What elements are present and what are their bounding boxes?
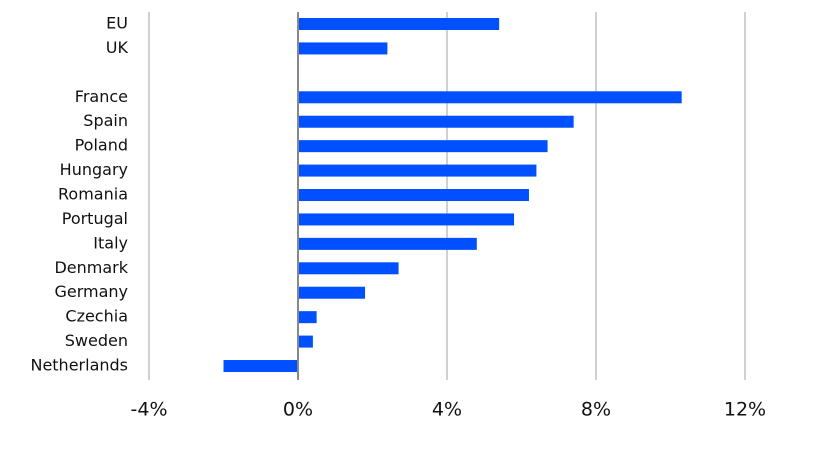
bar — [298, 286, 366, 299]
y-tick-label: Sweden — [65, 331, 128, 350]
bar — [298, 311, 317, 324]
x-tick-label: -4% — [131, 399, 168, 421]
y-tick-label: Italy — [93, 233, 128, 252]
bar — [298, 189, 529, 202]
x-tick-label: 12% — [724, 399, 766, 421]
bar — [298, 237, 477, 250]
bar — [298, 42, 388, 55]
y-tick-label: Netherlands — [30, 356, 128, 375]
bar — [298, 115, 574, 128]
y-tick-label: Poland — [75, 136, 128, 155]
x-tick-label: 4% — [432, 399, 462, 421]
y-tick-label: Czechia — [65, 307, 128, 326]
y-tick-label: Hungary — [60, 160, 128, 179]
y-tick-label: Germany — [54, 282, 128, 301]
bar — [298, 91, 682, 104]
y-tick-label: Denmark — [54, 258, 128, 277]
bar — [298, 262, 399, 275]
y-tick-label: Portugal — [62, 209, 128, 228]
y-tick-label: Romania — [58, 185, 128, 204]
y-tick-label: EU — [106, 14, 128, 33]
bar — [298, 140, 548, 153]
bar — [298, 335, 313, 348]
y-tick-label: France — [75, 87, 128, 106]
bar — [298, 213, 515, 226]
bar — [298, 164, 537, 177]
bar — [223, 360, 298, 373]
x-tick-label: 8% — [581, 399, 611, 421]
bar — [298, 18, 500, 30]
y-tick-label: Spain — [83, 111, 128, 130]
y-tick-label: UK — [106, 38, 129, 57]
x-tick-label: 0% — [283, 399, 313, 421]
